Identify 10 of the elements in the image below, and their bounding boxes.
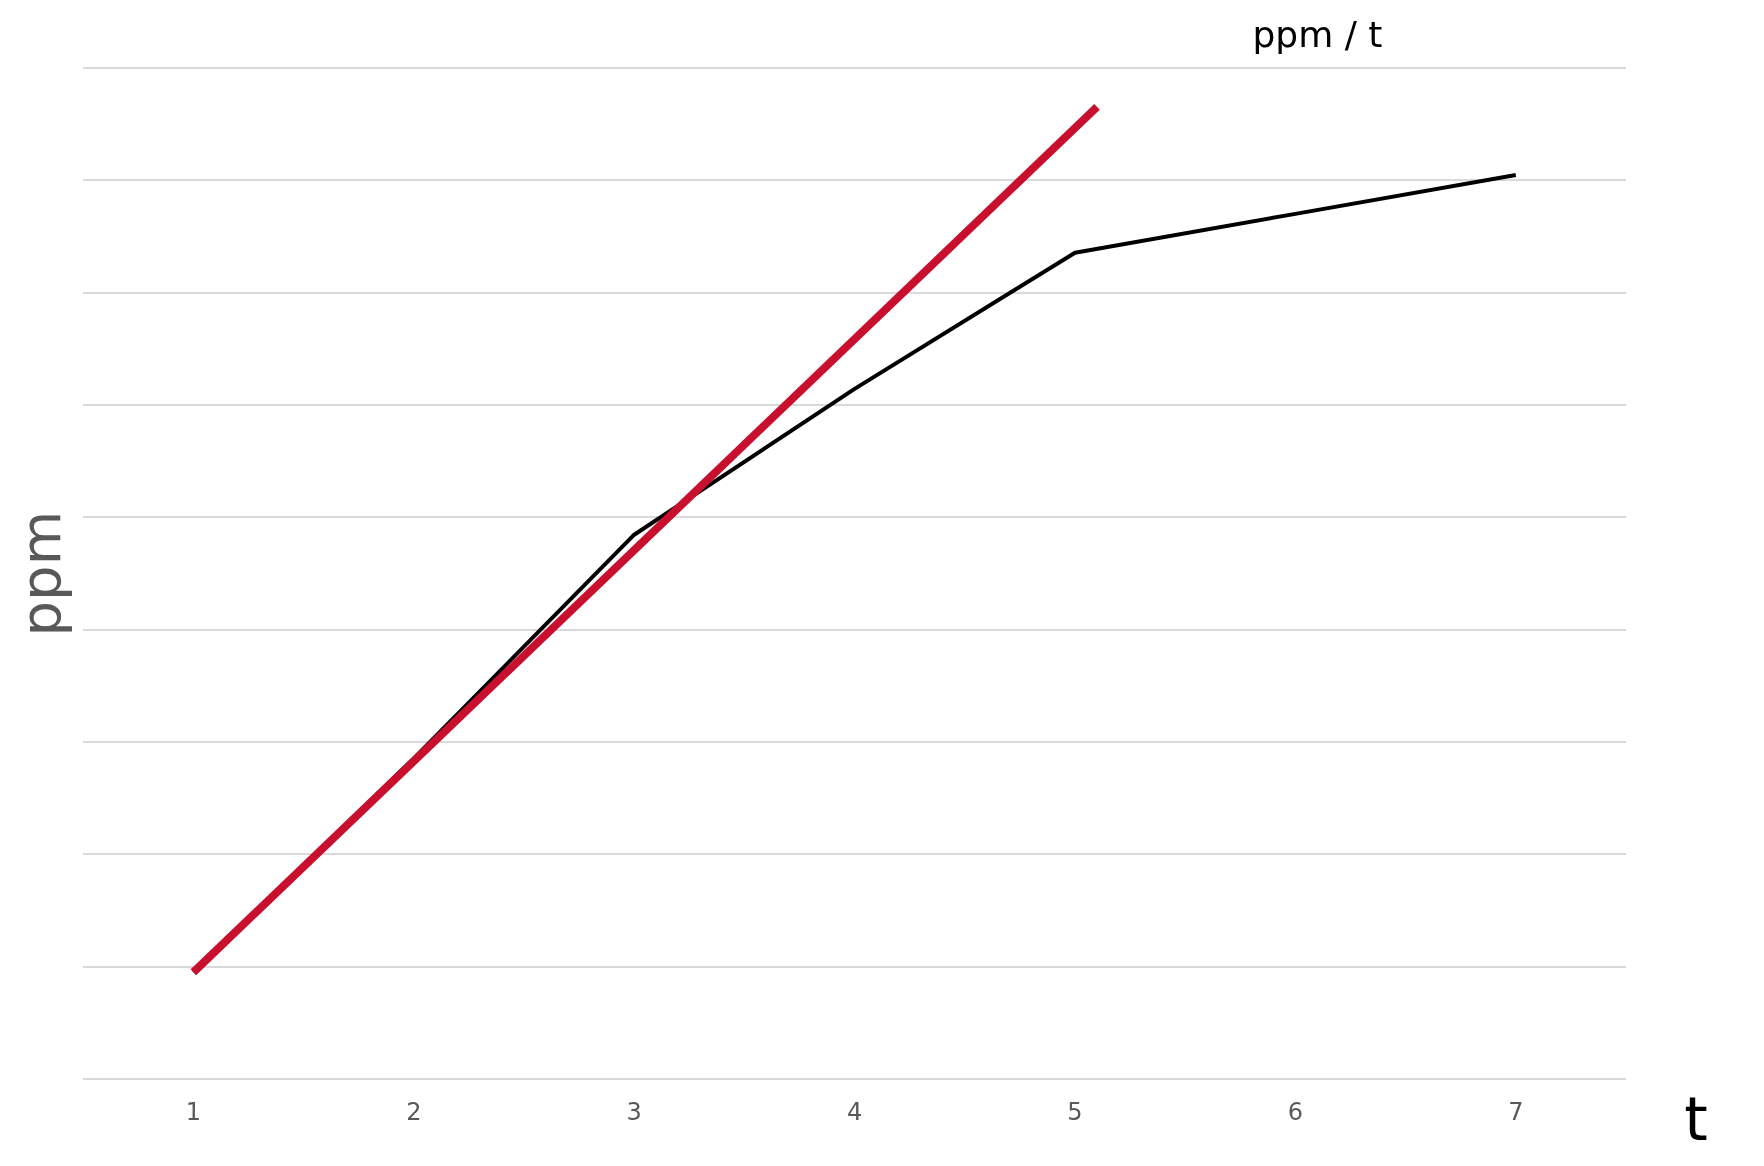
x-tick-label: 5 — [1067, 1097, 1083, 1126]
text: ppm / t — [1252, 14, 1383, 56]
x-tick-label: 1 — [185, 1097, 202, 1126]
x-tick-label: 6 — [1287, 1097, 1304, 1126]
x-tick-label: 3 — [626, 1097, 642, 1126]
x-tick-label: 2 — [406, 1097, 422, 1126]
x-axis-title: t — [1684, 1083, 1708, 1154]
y-axis-title: ppm — [8, 510, 74, 637]
x-tick-label: 4 — [846, 1097, 863, 1126]
x-tick-label: 7 — [1508, 1097, 1524, 1126]
